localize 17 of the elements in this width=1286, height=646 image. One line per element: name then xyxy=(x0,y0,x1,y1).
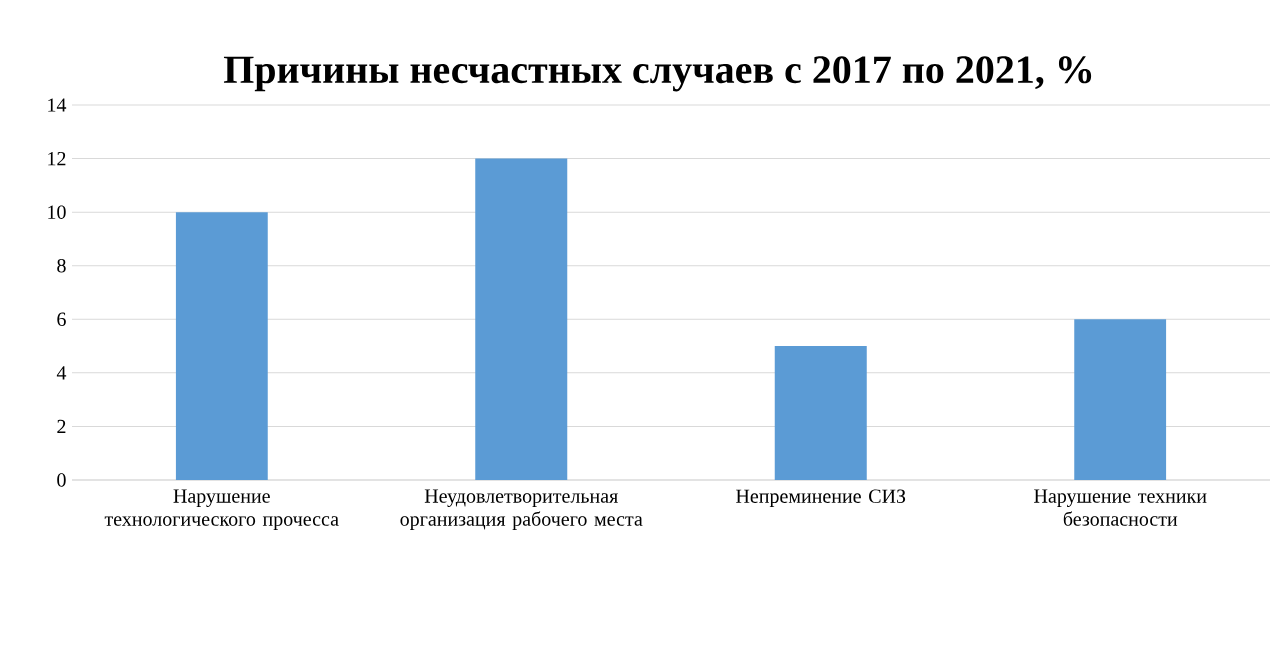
bar xyxy=(175,212,268,480)
bar xyxy=(475,158,568,480)
y-tick-label: 2 xyxy=(57,419,66,434)
y-tick-label: 14 xyxy=(48,98,67,112)
y-tick-label: 6 xyxy=(57,312,66,326)
x-tick-label: Нарушение технологического прочесса xyxy=(104,489,339,530)
bar xyxy=(774,346,867,480)
y-tick-label: 12 xyxy=(48,151,66,166)
y-tick-label: 10 xyxy=(48,205,66,219)
bar xyxy=(1074,319,1167,480)
x-tick-label: Нарушение техники безопасности xyxy=(1034,489,1207,526)
x-tick-label: Непреминение СИЗ xyxy=(736,489,906,508)
y-tick-label: 0 xyxy=(57,473,66,487)
y-tick-label: 4 xyxy=(56,366,67,380)
chart-title: Причины несчастных случаев с 2017 по 2021, % xyxy=(223,56,1092,92)
x-tick-label: Неудовлетворительная организация рабочего места xyxy=(400,489,643,530)
y-tick-label: 8 xyxy=(57,258,66,273)
